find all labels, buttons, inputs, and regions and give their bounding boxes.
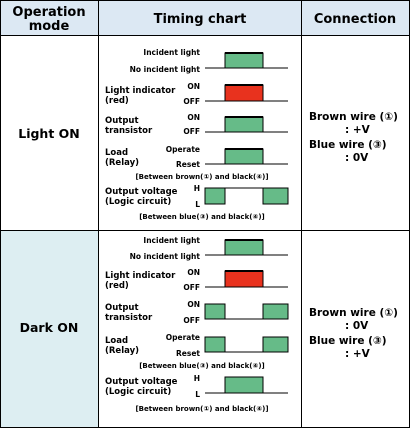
light-on-load-pulse [224,148,264,165]
light-on-indicator-sub: (red) [105,96,129,106]
header-connection: Connection [314,12,396,27]
light-on-indicator-pulse [224,84,264,102]
light-on-load-label: Load [105,148,128,158]
dark-on-load-pulse-2 [262,336,289,353]
light-on-blue-value: : 0V [345,152,369,164]
dark-on-load-label: Load [105,336,128,346]
dark-on-indicator-off: OFF [183,283,200,292]
dark-on-load-operate: Operate [166,333,200,342]
light-on-blue-wire: Blue wire (③) [309,139,387,151]
light-on-output-label: Output [105,116,139,126]
dark-on-voltage-h: H [194,374,200,383]
dark-on-blue-value: : +V [345,348,371,360]
dark-on-load-pulse-1 [204,336,226,353]
light-on-indicator-on: ON [187,82,200,91]
light-on-output-pulse [224,116,264,133]
light-on-voltage-l: L [195,200,200,209]
dark-on-indicator-label: Light indicator [105,271,176,281]
dark-on-no-incident-label: No incident light [130,252,201,261]
light-on-voltage-pulse-2 [262,187,289,205]
dark-on-brown-wire: Brown wire (①) [309,307,398,319]
dark-on-incident-pulse [224,239,264,256]
dark-on-output-off: OFF [183,316,200,325]
dark-on-mode-background [1,230,98,427]
dark-on-load-reset: Reset [176,349,200,358]
dark-on-output-pulse-2 [262,303,289,320]
light-on-indicator-off: OFF [183,97,200,106]
dark-on-load-sub: (Relay) [105,346,139,356]
light-on-brown-wire: Brown wire (①) [309,111,398,123]
header-operation-mode-line2: mode [29,19,70,34]
header-timing-chart: Timing chart [154,12,247,27]
light-on-between-note-2: [Between blue(③) and black(④)] [139,213,265,221]
dark-on-brown-value: : 0V [345,320,369,332]
dark-on-output-sub: transistor [105,313,153,323]
dark-on-indicator-sub: (red) [105,281,129,291]
light-on-voltage-pulse-1 [204,187,226,205]
light-on-load-reset: Reset [176,160,200,169]
dark-on-output-pulse-1 [204,303,226,320]
light-on-incident-label: Incident light [143,48,200,57]
light-on-voltage-h: H [194,184,200,193]
light-on-output-on: ON [187,113,200,122]
light-on-output-off: OFF [183,127,200,136]
dark-on-mode-label: Dark ON [20,320,79,335]
dark-on-voltage-sub: (Logic circuit) [105,387,171,397]
dark-on-incident-label: Incident light [143,236,200,245]
light-on-voltage-label: Output voltage [105,187,178,197]
light-on-brown-value: : +V [345,124,371,136]
dark-on-voltage-pulse [224,376,264,394]
light-on-output-sub: transistor [105,126,153,136]
light-on-incident-pulse [224,52,264,69]
dark-on-blue-wire: Blue wire (③) [309,335,387,347]
dark-on-voltage-label: Output voltage [105,377,178,387]
light-on-between-note-1: [Between brown(①) and black(④)] [135,173,268,181]
light-on-mode-label: Light ON [18,126,80,141]
light-on-load-operate: Operate [166,145,200,154]
dark-on-indicator-on: ON [187,268,200,277]
dark-on-voltage-l: L [195,390,200,399]
light-on-no-incident-label: No incident light [130,65,201,74]
dark-on-indicator-pulse [224,270,264,288]
dark-on-output-label: Output [105,303,139,313]
light-on-indicator-label: Light indicator [105,86,176,96]
light-on-voltage-sub: (Logic circuit) [105,197,171,207]
header-background [1,1,409,35]
light-on-load-sub: (Relay) [105,158,139,168]
dark-on-between-note-2: [Between brown(①) and black(④)] [135,405,268,413]
header-operation-mode-line1: Operation [12,5,85,20]
dark-on-output-on: ON [187,300,200,309]
dark-on-between-note-1: [Between blue(③) and black(④)] [139,362,265,370]
